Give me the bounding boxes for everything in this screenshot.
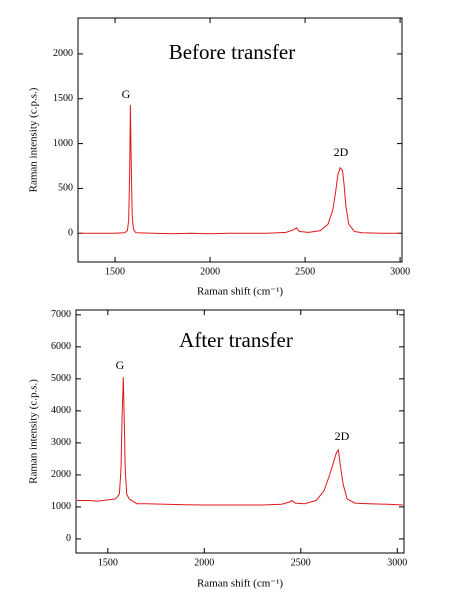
chart-title: Before transfer — [169, 40, 296, 64]
y-tick-label: 1000 — [53, 138, 73, 149]
x-axis-label: Raman shift (cm⁻¹) — [197, 578, 283, 590]
annotation: G — [122, 87, 131, 101]
spectrum-line — [77, 377, 404, 506]
y-tick-label: 6000 — [51, 341, 71, 352]
annotation: 2D — [334, 145, 349, 159]
y-tick-label: 1000 — [51, 501, 71, 512]
y-tick-label: 3000 — [51, 437, 71, 448]
x-axis-label: Raman shift (cm⁻¹) — [197, 286, 283, 298]
spectrum-line — [79, 104, 401, 235]
x-tick-label: 2000 — [194, 557, 214, 568]
y-tick-label: 2000 — [51, 469, 71, 480]
x-tick-label: 1500 — [98, 557, 118, 568]
y-tick-label: 0 — [66, 533, 71, 544]
y-axis-label: Raman intensity (c.p.s.) — [28, 87, 40, 192]
x-tick-label: 3000 — [387, 557, 407, 568]
y-tick-label: 4000 — [51, 405, 71, 416]
y-tick-label: 5000 — [51, 373, 71, 384]
y-tick-label: 1500 — [53, 93, 73, 104]
x-tick-label: 2500 — [295, 266, 315, 277]
plot-frame — [75, 309, 405, 554]
x-tick-label: 2500 — [291, 557, 311, 568]
x-tick-label: 2000 — [200, 266, 220, 277]
x-tick-label: 1500 — [105, 266, 125, 277]
y-tick-label: 7000 — [51, 309, 71, 320]
x-tick-label: 3000 — [390, 266, 410, 277]
y-tick-label: 500 — [58, 183, 73, 194]
annotation: 2D — [335, 429, 350, 443]
chart-title: After transfer — [179, 328, 293, 352]
plot-frame — [77, 17, 403, 263]
annotation: G — [116, 358, 125, 372]
y-tick-label: 0 — [68, 228, 73, 239]
y-axis-label: Raman intensity (c.p.s.) — [28, 379, 40, 484]
y-tick-label: 2000 — [53, 48, 73, 59]
